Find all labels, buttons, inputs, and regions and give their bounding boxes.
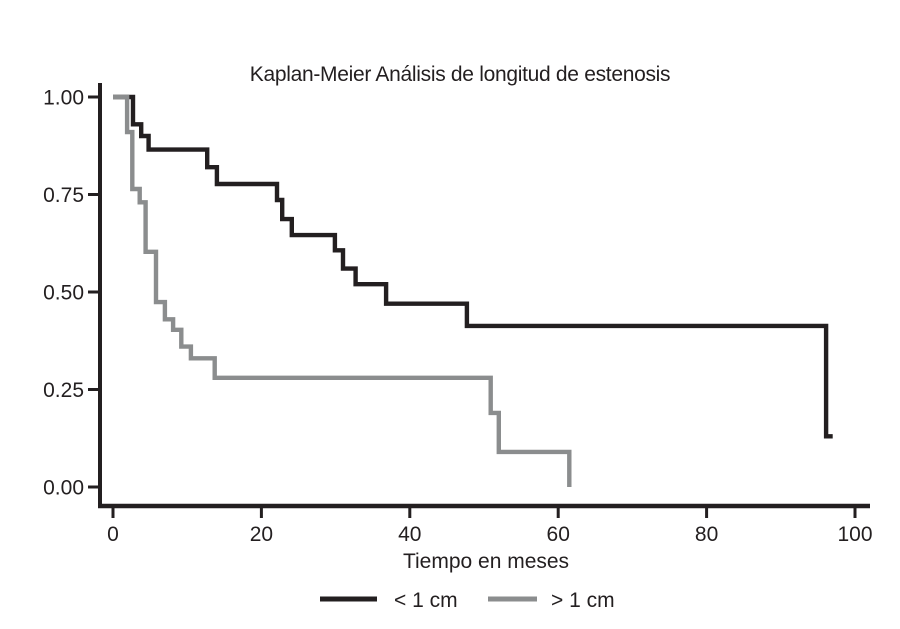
x-tick-label: 20 [250, 523, 273, 546]
y-tick-label: 0.75 [43, 184, 84, 207]
x-tick-label: 60 [547, 523, 570, 546]
y-tick-label: 0.00 [43, 477, 84, 500]
axis-ticks [88, 95, 857, 518]
km-curve-lt-1cm [113, 94, 833, 439]
legend: < 1 cm > 1 cm [320, 589, 615, 612]
y-tick-label: 1.00 [43, 87, 84, 110]
x-tick-label: 0 [107, 523, 119, 546]
legend-label-lt-1cm: < 1 cm [394, 589, 458, 612]
y-tick-label: 0.50 [43, 282, 84, 305]
axis-tick-labels: 1.00 0.75 0.50 0.25 0.00 0 20 40 60 80 100 [43, 87, 872, 547]
legend-label-gt-1cm: > 1 cm [551, 589, 615, 612]
axes [98, 83, 870, 509]
x-axis-label: Tiempo en meses [403, 550, 569, 573]
chart-title: Kaplan-Meier Análisis de longitud de est… [250, 63, 670, 86]
survival-curves [113, 94, 833, 487]
x-tick-label: 40 [398, 523, 421, 546]
x-tick-label: 100 [837, 523, 872, 546]
km-curve-gt-1cm [113, 94, 572, 487]
x-tick-label: 80 [695, 523, 718, 546]
y-tick-label: 0.25 [43, 379, 84, 402]
